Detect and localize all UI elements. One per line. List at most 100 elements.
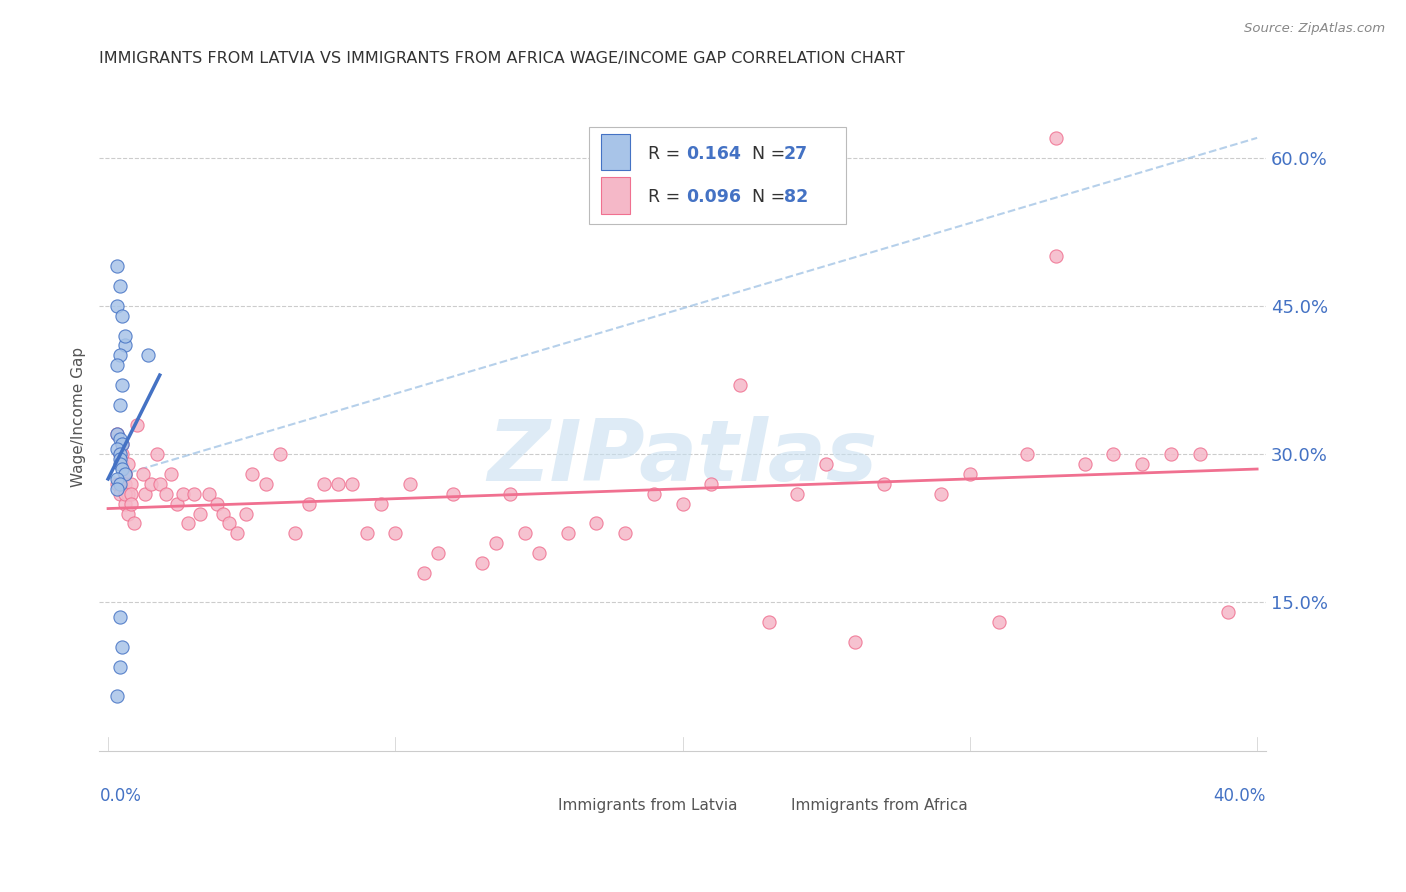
- Point: [122, 516, 145, 531]
- Point: [111, 378, 134, 392]
- Point: [108, 452, 131, 467]
- Point: [254, 476, 277, 491]
- Point: [527, 546, 550, 560]
- Point: [114, 476, 136, 491]
- Point: [815, 457, 838, 471]
- Point: [111, 476, 134, 491]
- Point: [235, 507, 257, 521]
- Point: [105, 427, 128, 442]
- Point: [111, 437, 134, 451]
- Point: [298, 497, 321, 511]
- Point: [108, 348, 131, 362]
- Point: [114, 467, 136, 481]
- Point: [1160, 447, 1182, 461]
- Point: [844, 635, 866, 649]
- Point: [105, 690, 128, 704]
- Point: [125, 417, 148, 432]
- Point: [105, 299, 128, 313]
- Point: [370, 497, 392, 511]
- Point: [1130, 457, 1153, 471]
- Point: [166, 497, 188, 511]
- Text: 0.0%: 0.0%: [100, 788, 142, 805]
- Point: [786, 487, 808, 501]
- Bar: [747, 791, 782, 817]
- Point: [105, 476, 128, 491]
- Point: [384, 526, 406, 541]
- Point: [117, 457, 139, 471]
- Point: [1218, 605, 1240, 619]
- Point: [470, 556, 492, 570]
- Point: [120, 487, 142, 501]
- Point: [485, 536, 508, 550]
- Point: [499, 487, 522, 501]
- Y-axis label: Wage/Income Gap: Wage/Income Gap: [72, 347, 86, 487]
- Point: [114, 338, 136, 352]
- Text: Source: ZipAtlas.com: Source: ZipAtlas.com: [1244, 22, 1385, 36]
- Text: Immigrants from Latvia: Immigrants from Latvia: [558, 798, 737, 813]
- Text: Immigrants from Africa: Immigrants from Africa: [792, 798, 967, 813]
- Bar: [600, 178, 630, 214]
- Point: [177, 516, 200, 531]
- Point: [284, 526, 307, 541]
- Point: [108, 398, 131, 412]
- Point: [111, 437, 134, 451]
- Point: [513, 526, 536, 541]
- FancyBboxPatch shape: [589, 127, 846, 224]
- Point: [111, 462, 134, 476]
- Point: [356, 526, 378, 541]
- Point: [240, 467, 263, 481]
- Point: [108, 476, 131, 491]
- Point: [114, 328, 136, 343]
- Point: [585, 516, 607, 531]
- Point: [114, 467, 136, 481]
- Point: [188, 507, 211, 521]
- Text: N =: N =: [741, 187, 796, 205]
- Point: [111, 640, 134, 654]
- Point: [108, 610, 131, 624]
- Point: [105, 442, 128, 457]
- Point: [120, 497, 142, 511]
- Point: [117, 487, 139, 501]
- Point: [557, 526, 579, 541]
- Point: [155, 487, 177, 501]
- Point: [197, 487, 219, 501]
- Point: [312, 476, 335, 491]
- Point: [131, 467, 153, 481]
- Point: [1045, 131, 1067, 145]
- Point: [117, 507, 139, 521]
- Point: [111, 309, 134, 323]
- Point: [108, 279, 131, 293]
- Point: [1017, 447, 1039, 461]
- Point: [643, 487, 665, 501]
- Point: [108, 447, 131, 461]
- Point: [172, 487, 194, 501]
- Point: [959, 467, 981, 481]
- Point: [758, 615, 780, 630]
- Point: [226, 526, 249, 541]
- Point: [614, 526, 637, 541]
- Point: [413, 566, 436, 580]
- Point: [114, 467, 136, 481]
- Point: [134, 487, 156, 501]
- Text: 0.164: 0.164: [686, 145, 741, 163]
- Point: [183, 487, 205, 501]
- Bar: [600, 134, 630, 170]
- Point: [108, 447, 131, 461]
- Bar: [513, 791, 548, 817]
- Point: [120, 476, 142, 491]
- Point: [105, 472, 128, 486]
- Point: [105, 482, 128, 496]
- Point: [786, 210, 808, 224]
- Point: [111, 447, 134, 461]
- Text: N =: N =: [741, 145, 796, 163]
- Point: [105, 358, 128, 372]
- Point: [269, 447, 291, 461]
- Text: ZIPatlas: ZIPatlas: [488, 416, 877, 499]
- Point: [111, 457, 134, 471]
- Point: [108, 659, 131, 673]
- Text: 40.0%: 40.0%: [1213, 788, 1265, 805]
- Point: [987, 615, 1010, 630]
- Point: [929, 487, 952, 501]
- Point: [149, 476, 172, 491]
- Point: [114, 497, 136, 511]
